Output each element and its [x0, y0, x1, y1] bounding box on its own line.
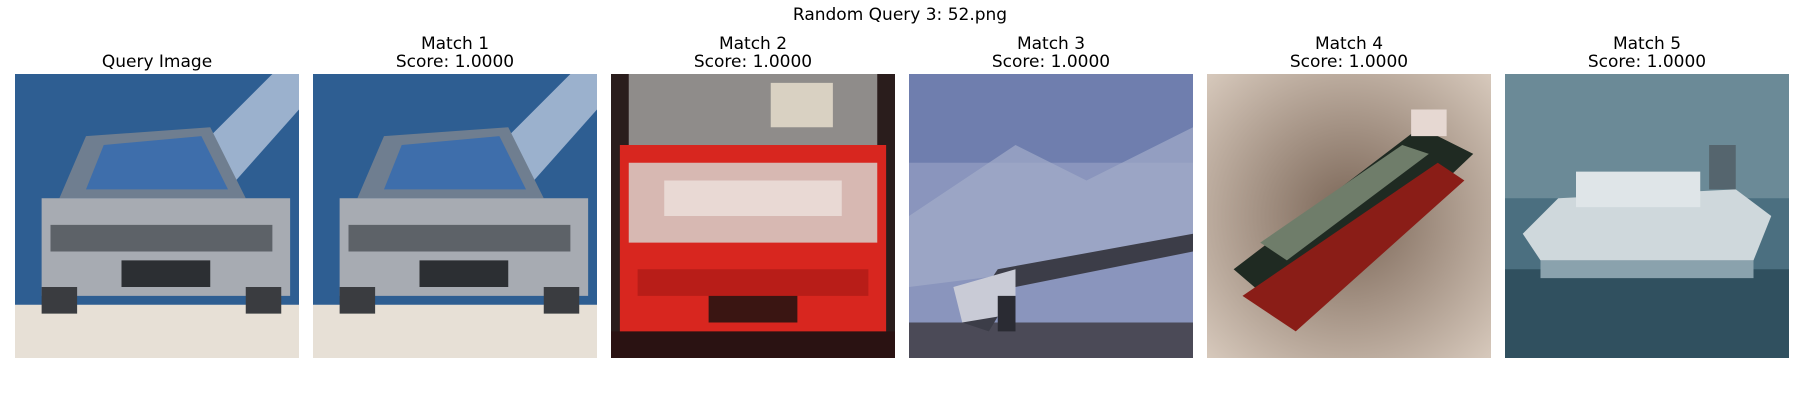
- match-panel-4: Match 4 Score: 1.0000: [1207, 31, 1491, 358]
- panel-title-label: Match 5: [1612, 34, 1682, 54]
- match-panel-2: Match 2 Score: 1.0000: [611, 31, 895, 358]
- panel-title-label: Query Image: [101, 52, 213, 72]
- match-panel-1: Match 1 Score: 1.0000: [313, 31, 597, 358]
- panel-score: Score: 1.0000: [1289, 52, 1409, 72]
- panel-title: Match 1 Score: 1.0000: [313, 31, 597, 71]
- match-image-5: [1505, 74, 1789, 358]
- panel-title: Query Image: [15, 31, 299, 71]
- match-image-2: [611, 74, 895, 358]
- panel-title: Match 2 Score: 1.0000: [611, 31, 895, 71]
- query-image: [15, 74, 299, 358]
- panel-title-label: Match 3: [1016, 34, 1086, 54]
- panel-score: Score: 1.0000: [693, 52, 813, 72]
- query-panel: Query Image: [15, 31, 299, 358]
- panel-score: Score: 1.0000: [395, 52, 515, 72]
- match-image-4: [1207, 74, 1491, 358]
- panel-score: Score: 1.0000: [1587, 52, 1707, 72]
- panel-title-label: Match 1: [420, 34, 490, 54]
- match-panel-3: Match 3 Score: 1.0000: [909, 31, 1193, 358]
- match-panel-5: Match 5 Score: 1.0000: [1505, 31, 1789, 358]
- figure-title: Random Query 3: 52.png: [792, 5, 1008, 25]
- match-image-1: [313, 74, 597, 358]
- match-image-3: [909, 74, 1193, 358]
- panel-title: Match 4 Score: 1.0000: [1207, 31, 1491, 71]
- panel-title: Match 5 Score: 1.0000: [1505, 31, 1789, 71]
- panel-title: Match 3 Score: 1.0000: [909, 31, 1193, 71]
- panel-title-label: Match 2: [718, 34, 788, 54]
- panel-score: Score: 1.0000: [991, 52, 1111, 72]
- panel-title-label: Match 4: [1314, 34, 1384, 54]
